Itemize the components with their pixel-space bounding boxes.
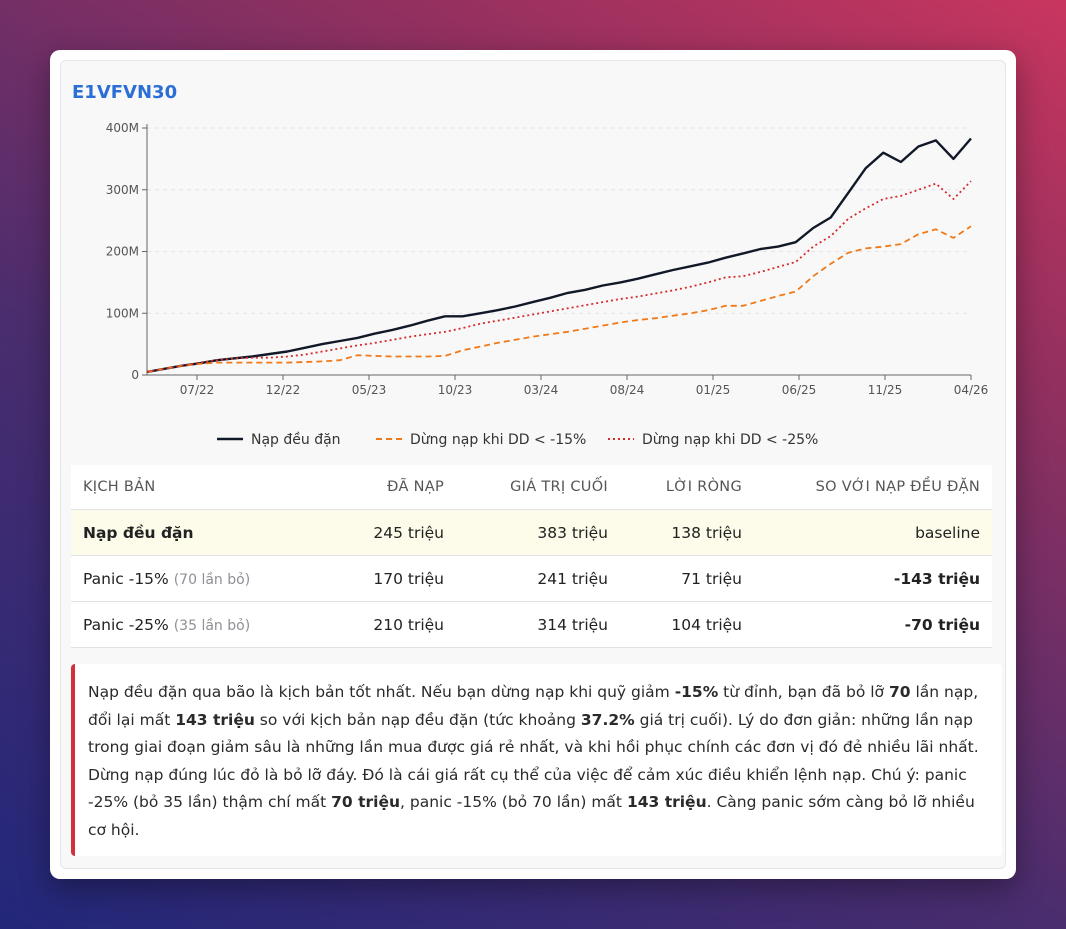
col-vs-regular: SO VỚI NẠP ĐỀU ĐẶN [754,465,992,510]
scenario-table: KỊCH BẢN ĐÃ NẠP GIÁ TRỊ CUỐI LỜI RÒNG SO… [71,465,992,648]
table-row: Nạp đều đặn 245 triệu 383 triệu 138 triệ… [71,509,992,556]
note-text: giá trị cuối). Lý do đơn giản: những lần… [88,710,979,812]
scenario-name-cell: Panic -25% (35 lần bỏ) [71,601,322,648]
table-header-row: KỊCH BẢN ĐÃ NẠP GIÁ TRỊ CUỐI LỜI RÒNG SO… [71,465,992,510]
x-tick-label: 11/25 [868,383,903,397]
note-text: Nạp đều đặn qua bão là kịch bản tốt nhất… [88,683,675,701]
final-value-cell: 241 triệu [456,555,620,602]
insight-note: Nạp đều đặn qua bão là kịch bản tốt nhất… [71,664,1002,856]
series-line [146,137,972,374]
card: E1VFVN30 0 100M 200M 300M 400M 07/22 12/22 05/2… [50,50,1016,879]
net-profit-cell: 104 triệu [620,601,754,648]
fund-panel: E1VFVN30 0 100M 200M 300M 400M 07/22 12/22 05/2… [60,60,1006,869]
col-deposited: ĐÃ NẠP [322,465,456,510]
table-row: Panic -25% (35 lần bỏ) 210 triệu 314 tri… [71,601,992,648]
final-value-cell: 314 triệu [456,601,620,648]
x-tick-label: 07/22 [180,383,215,397]
scenario-name-cell: Panic -15% (70 lần bỏ) [71,555,322,602]
vs-regular-cell: -143 triệu [754,555,992,602]
legend-label: Dừng nạp khi DD < -25% [642,432,818,448]
scenario-name: Nạp đều đặn [71,509,322,556]
note-highlight: 37.2% [580,710,635,729]
y-tick-label: 200M [106,245,139,259]
table-row: Panic -15% (70 lần bỏ) 170 triệu 241 tri… [71,555,992,602]
deposited-cell: 210 triệu [322,601,456,648]
legend-label: Dừng nạp khi DD < -15% [410,432,586,448]
note-highlight: 70 [888,683,911,701]
x-tick-label: 06/25 [782,383,817,397]
legend-label: Nạp đều đặn [251,431,341,448]
note-text: , panic -15% (bỏ 70 lần) mất [400,793,627,811]
deposited-cell: 170 triệu [322,555,456,602]
y-tick-label: 100M [106,306,139,320]
x-tick-label: 08/24 [610,383,645,397]
col-scenario: KỊCH BẢN [71,465,322,510]
final-value-cell: 383 triệu [456,509,620,556]
series-line [146,225,972,373]
note-highlight: 143 triệu [175,710,255,729]
series-line [146,180,972,373]
y-tick-label: 300M [106,183,139,197]
skip-count: (70 lần bỏ) [173,571,251,588]
vs-regular-cell: baseline [754,509,992,556]
note-highlight: 143 triệu [626,793,707,811]
x-tick-label: 03/24 [524,383,559,397]
note-highlight: -15% [674,683,719,701]
note-text: so với kịch bản nạp đều đặn (tức khoảng [254,710,581,729]
deposited-cell: 245 triệu [322,509,456,556]
net-profit-cell: 138 triệu [620,509,754,556]
col-net-profit: LỜI RÒNG [620,465,754,510]
note-text: từ đỉnh, bạn đã bỏ lỡ [718,683,889,701]
vs-regular-cell: -70 triệu [754,601,992,648]
col-final-value: GIÁ TRỊ CUỐI [456,465,620,510]
x-tick-label: 12/22 [266,383,301,397]
y-tick-label: 400M [106,121,139,135]
line-chart: 0 100M 200M 300M 400M 07/22 12/22 05/23 10/23 03/… [106,121,989,448]
net-profit-cell: 71 triệu [620,555,754,602]
x-tick-label: 04/26 [954,383,989,397]
scenario-name: Panic -25% [83,615,169,634]
note-text: lần nạp, đổi lại mất [88,683,979,729]
x-tick-label: 01/25 [696,383,731,397]
y-tick-label: 0 [131,368,139,382]
note-highlight: 70 triệu [331,793,401,811]
x-tick-label: 10/23 [438,383,473,397]
scenario-name: Panic -15% [83,569,169,588]
chart-title: E1VFVN30 [72,82,178,103]
x-tick-label: 05/23 [352,383,387,397]
note-text: . Càng panic sớm càng bỏ lỡ nhiều cơ hội… [88,793,975,839]
skip-count: (35 lần bỏ) [173,617,251,634]
